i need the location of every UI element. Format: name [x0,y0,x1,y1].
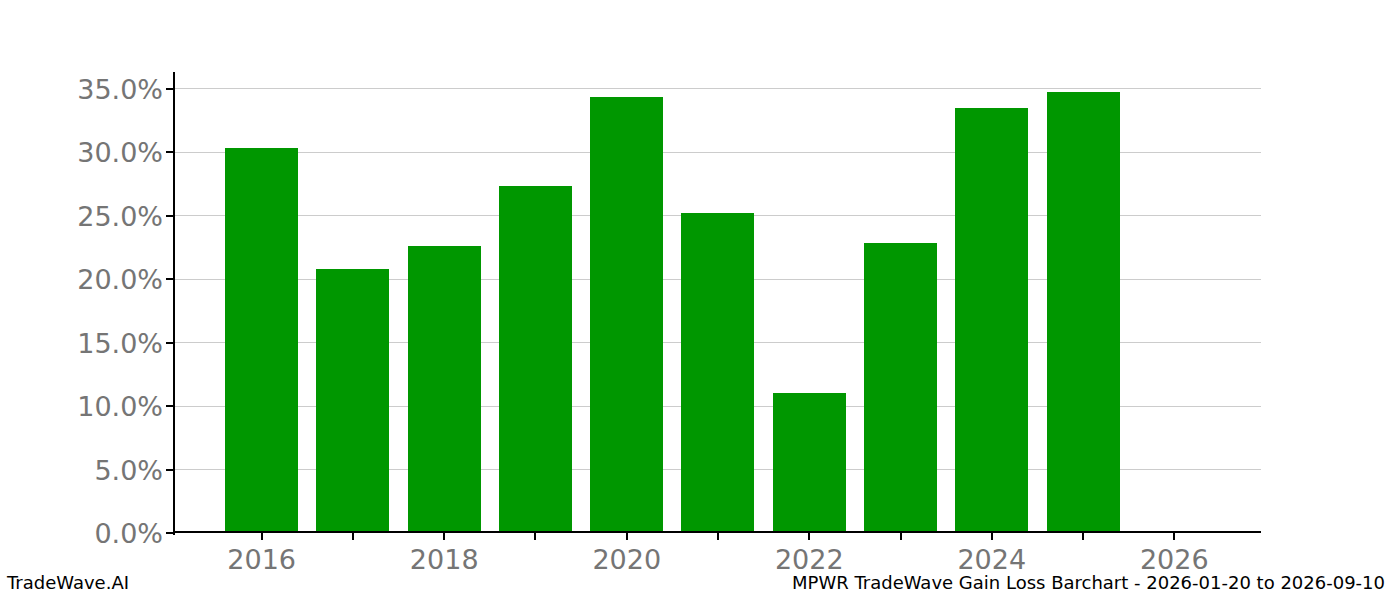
y-tick-mark [166,88,173,90]
y-tick-mark [166,215,173,217]
gridline [175,88,1261,89]
y-tick-label: 20.0% [77,266,163,293]
plot-area: 0.0%5.0%10.0%15.0%20.0%25.0%30.0%35.0%20… [175,72,1261,533]
bar-2020 [590,97,663,533]
x-tick-label: 2022 [775,546,844,573]
y-tick-label: 35.0% [77,75,163,102]
x-tick-label: 2020 [592,546,661,573]
y-tick-mark [166,532,173,534]
y-tick-label: 15.0% [77,329,163,356]
bar-2018 [408,246,481,533]
x-tick-mark [1082,533,1084,540]
bar-2019 [499,186,572,533]
x-tick-mark [443,533,445,540]
y-tick-label: 5.0% [94,456,163,483]
x-tick-label: 2016 [227,546,296,573]
x-tick-mark [991,533,993,540]
y-tick-label: 0.0% [94,520,163,547]
bar-2024 [955,108,1028,533]
x-tick-mark [808,533,810,540]
y-tick-mark [166,342,173,344]
x-tick-label: 2026 [1140,546,1209,573]
y-tick-label: 10.0% [77,393,163,420]
gain-loss-barchart: 0.0% 5.0% 10.0% 15.0% 20.0% 25.0% 30.0% 35.0% 20… [0,0,1400,600]
x-tick-mark [352,533,354,540]
x-tick-mark [1173,533,1175,540]
x-tick-mark [261,533,263,540]
x-tick-mark [534,533,536,540]
y-tick-mark [166,151,173,153]
bar-2023 [864,243,937,533]
chart-caption: MPWR TradeWave Gain Loss Barchart - 2026… [792,574,1385,592]
y-tick-mark [166,469,173,471]
y-axis-spine [173,72,175,535]
y-tick-mark [166,405,173,407]
bar-2016 [225,148,298,533]
bar-2021 [681,213,754,533]
brand-watermark: TradeWave.AI [7,574,129,592]
x-tick-label: 2018 [410,546,479,573]
x-tick-mark [717,533,719,540]
x-tick-mark [900,533,902,540]
bar-2017 [316,269,389,533]
bar-2025 [1047,92,1120,533]
bar-2022 [773,393,846,533]
y-tick-label: 30.0% [77,139,163,166]
y-tick-label: 25.0% [77,202,163,229]
x-tick-mark [626,533,628,540]
x-tick-label: 2024 [957,546,1026,573]
y-tick-mark [166,278,173,280]
